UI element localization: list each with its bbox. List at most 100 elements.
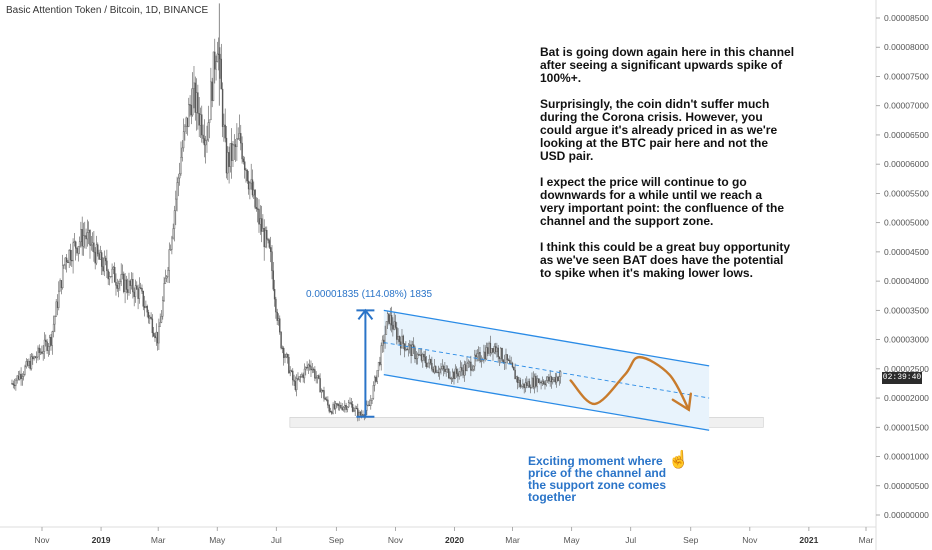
- candle-body: [78, 241, 81, 247]
- candle-body: [497, 347, 499, 358]
- candle-body: [91, 242, 94, 246]
- y-tick-label: 0.00004500: [884, 247, 929, 257]
- candle-body: [479, 351, 481, 362]
- candle-body: [228, 152, 230, 167]
- candle-body: [194, 82, 196, 113]
- candle-body: [246, 170, 248, 182]
- candle-body: [25, 361, 27, 368]
- candle-body: [380, 345, 382, 365]
- candle-body: [89, 230, 91, 246]
- candle-body: [137, 288, 139, 299]
- candle-body: [133, 291, 135, 297]
- x-axis-ticks: Nov 2019 Mar May Jul Sep Nov 2020 Mar May Jul Sep No…: [34, 527, 873, 545]
- candle-body: [171, 237, 173, 250]
- candle-body: [50, 337, 52, 346]
- candle-body: [258, 208, 260, 225]
- candle-body: [178, 173, 181, 179]
- candle-body: [333, 404, 336, 409]
- x-tick-label: Mar: [505, 535, 520, 545]
- candle-body: [34, 356, 37, 359]
- candle-body: [323, 390, 325, 399]
- candle-body: [115, 281, 117, 286]
- candle-body: [262, 228, 264, 232]
- projection-path: [569, 355, 691, 411]
- x-tick-label: May: [209, 535, 226, 545]
- measure-arrowhead: [357, 308, 374, 320]
- candle-body: [243, 161, 246, 170]
- candle-body: [111, 268, 113, 277]
- candle-body: [315, 377, 317, 379]
- candle-body: [211, 81, 213, 101]
- candle-body: [393, 321, 395, 330]
- candle-body: [82, 235, 85, 247]
- candle-body: [186, 117, 189, 127]
- candle-body: [427, 362, 429, 367]
- candle-body: [375, 376, 377, 382]
- x-tick-label: Sep: [329, 535, 344, 545]
- candle-body: [139, 287, 142, 289]
- candle-body: [55, 301, 57, 317]
- candle-body: [420, 354, 423, 361]
- candle-body: [17, 375, 20, 380]
- candle-body: [271, 251, 273, 271]
- x-tick-label: Nov: [388, 535, 404, 545]
- candle-body: [251, 179, 254, 196]
- candle-body: [542, 381, 545, 384]
- candle-body: [216, 53, 219, 62]
- y-tick-label: 0.00008000: [884, 42, 929, 52]
- candle-body: [316, 375, 319, 378]
- candle-body: [409, 344, 411, 346]
- candle-body: [513, 366, 515, 371]
- candle-body: [102, 266, 104, 272]
- candle-body: [524, 382, 527, 389]
- candle-body: [550, 376, 553, 383]
- candle-body: [155, 331, 157, 339]
- candle-body: [162, 300, 164, 317]
- candle-body: [225, 137, 228, 174]
- candle-body: [311, 368, 313, 371]
- candle-body: [340, 405, 342, 409]
- candle-body: [95, 244, 98, 264]
- candle-body: [341, 407, 343, 411]
- support-zone-rect: [289, 417, 764, 428]
- candle-body: [463, 364, 466, 376]
- candle-body: [435, 366, 437, 373]
- candle-body: [38, 347, 40, 353]
- candle-body: [107, 270, 109, 280]
- candle-body: [188, 104, 190, 127]
- candle-body: [123, 273, 125, 292]
- candle-body: [425, 362, 428, 367]
- candle-body: [377, 361, 380, 371]
- candle-body: [457, 373, 459, 377]
- candle-body: [255, 207, 258, 209]
- candle-body: [355, 407, 358, 410]
- candle-body: [467, 361, 469, 364]
- candle-body: [545, 380, 547, 386]
- candle-body: [199, 114, 202, 126]
- candle-body: [531, 377, 533, 389]
- candle-body: [86, 232, 89, 240]
- candle-body: [554, 377, 557, 383]
- candle-body: [72, 242, 74, 262]
- candle-body: [390, 315, 393, 326]
- candle-body: [277, 318, 280, 321]
- candle-body: [190, 104, 193, 116]
- candle-body: [332, 404, 334, 414]
- candle-body: [154, 335, 156, 339]
- candle-body: [236, 138, 238, 147]
- candle-body: [73, 241, 76, 244]
- candle-body: [314, 369, 316, 379]
- candle-body: [201, 114, 203, 136]
- candle-body: [350, 402, 352, 405]
- candle-body: [46, 341, 48, 351]
- candle-body: [344, 405, 346, 408]
- candle-body: [150, 316, 152, 320]
- y-tick-label: 0.00005500: [884, 188, 929, 198]
- candle-body: [515, 376, 518, 380]
- candle-body: [229, 143, 232, 167]
- candle-body: [286, 354, 289, 358]
- candle-body: [141, 288, 143, 292]
- candle-body: [47, 346, 50, 351]
- candle-body: [203, 138, 206, 146]
